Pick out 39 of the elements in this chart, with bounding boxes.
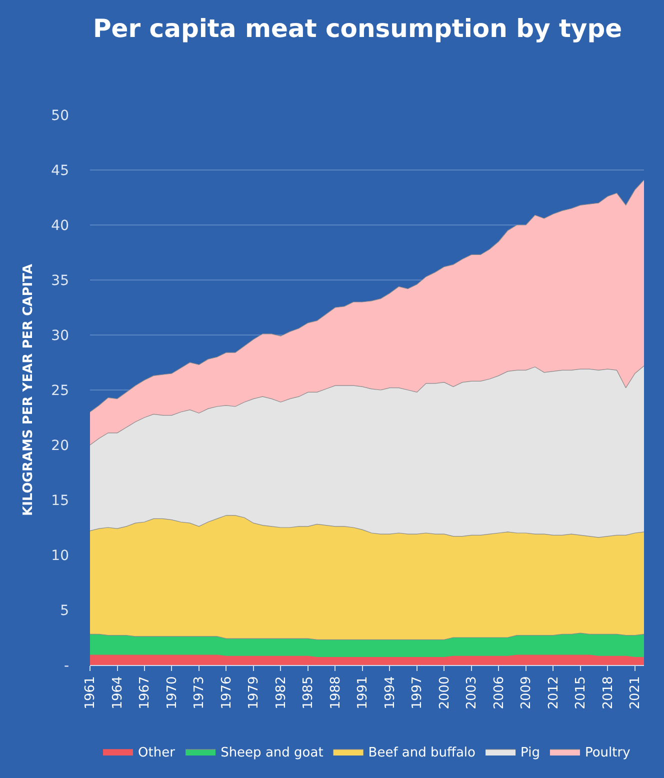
y-tick-label: 45 xyxy=(51,162,69,179)
x-tick-label: 1973 xyxy=(192,676,208,710)
x-tick-label: 1961 xyxy=(83,676,98,710)
x-tick-label: 1988 xyxy=(328,676,344,710)
x-tick-label: 1964 xyxy=(110,676,126,710)
legend-label: Poultry xyxy=(584,746,631,761)
x-tick-label: 1994 xyxy=(382,676,398,710)
legend-label: Beef and buffalo xyxy=(368,746,476,761)
x-tick-label: 2018 xyxy=(600,676,616,710)
x-tick-label: 1985 xyxy=(301,676,316,710)
x-tick-label: 1997 xyxy=(410,676,426,710)
legend-label: Pig xyxy=(520,746,540,761)
x-tick-label: 1979 xyxy=(246,676,262,710)
x-tick-label: 2003 xyxy=(464,676,480,710)
y-tick-label: - xyxy=(64,658,69,674)
x-tick-label: 2021 xyxy=(628,676,644,710)
x-tick-label: 2000 xyxy=(437,676,452,710)
x-tick-label: 1976 xyxy=(219,676,234,710)
y-tick-label: 10 xyxy=(51,548,69,564)
y-tick-label: 15 xyxy=(51,492,69,509)
y-tick-label: 50 xyxy=(51,108,69,124)
x-tick-label: 1991 xyxy=(356,676,371,710)
y-axis-title: KILOGRAMS PER YEAR PER CAPITA xyxy=(21,264,36,516)
chart-title: Per capita meat consumption by type xyxy=(92,14,622,43)
y-tick-label: 25 xyxy=(51,382,69,399)
y-tick-label: 20 xyxy=(51,438,69,454)
legend-label: Other xyxy=(138,746,176,761)
y-tick-label: 5 xyxy=(60,602,69,619)
y-tick-label: 40 xyxy=(51,218,69,234)
x-tick-label: 1967 xyxy=(138,676,153,710)
legend-label: Sheep and goat xyxy=(220,746,324,761)
y-tick-label: 30 xyxy=(51,328,69,344)
x-tick-label: 2006 xyxy=(492,676,507,710)
x-tick-label: 1970 xyxy=(164,676,180,710)
x-tick-label: 2015 xyxy=(574,676,589,710)
y-tick-label: 35 xyxy=(51,272,69,289)
x-tick-label: 2009 xyxy=(519,676,534,710)
x-tick-label: 1982 xyxy=(274,676,289,710)
x-tick-label: 2012 xyxy=(546,676,562,710)
